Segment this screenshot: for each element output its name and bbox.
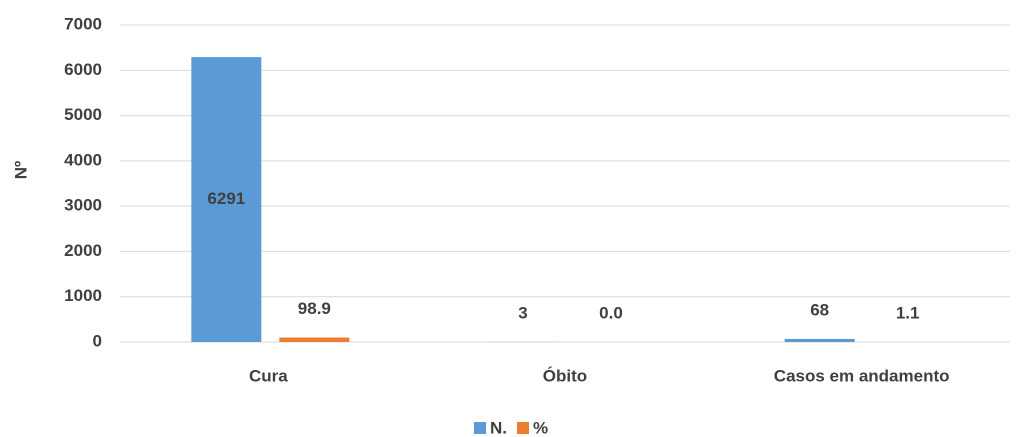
y-tick-label: 1000: [64, 286, 102, 305]
y-tick-label: 2000: [64, 241, 102, 260]
data-label: 0.0: [599, 303, 623, 322]
data-label: 68: [810, 300, 829, 319]
y-tick-label: 6000: [64, 60, 102, 79]
bar: [191, 57, 262, 342]
y-axis-label: Nº: [11, 161, 30, 180]
y-tick-label: 0: [93, 331, 102, 350]
legend-swatch: [517, 422, 529, 434]
data-label: 6291: [207, 189, 245, 208]
y-tick-label: 4000: [64, 150, 102, 169]
legend-label: %: [533, 418, 548, 437]
bar: [784, 338, 855, 342]
bar: [279, 337, 350, 342]
legend-label: N.: [490, 418, 507, 437]
data-label: 3: [518, 303, 527, 322]
y-tick-label: 3000: [64, 196, 102, 215]
x-tick-label: Cura: [249, 366, 288, 385]
x-tick-label: Óbito: [543, 366, 587, 385]
y-tick-label: 5000: [64, 105, 102, 124]
data-label: 98.9: [298, 299, 331, 318]
x-tick-label: Casos em andamento: [774, 366, 950, 385]
data-label: 1.1: [896, 303, 920, 322]
legend-swatch: [474, 422, 486, 434]
y-tick-label: 7000: [64, 14, 102, 33]
